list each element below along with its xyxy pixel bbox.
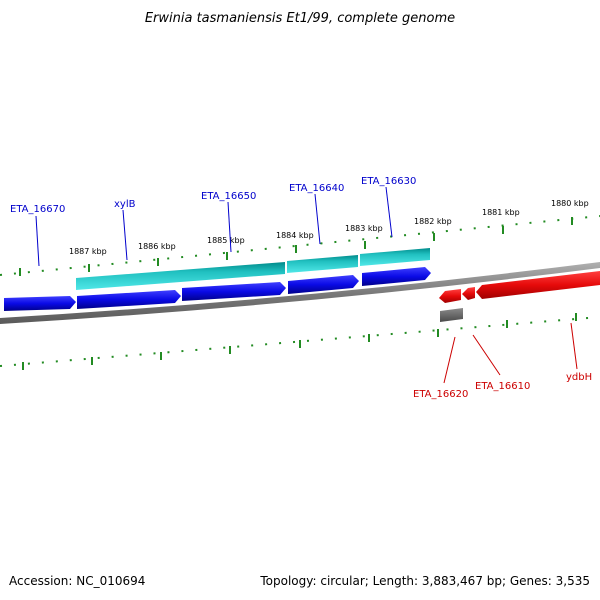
- forward-genes: [4, 267, 431, 311]
- tick-label-1887: 1887 kbp: [69, 247, 107, 256]
- tick-label-1886: 1886 kbp: [138, 242, 176, 251]
- upper-major-ticks: [19, 217, 573, 276]
- reverse-genes: [439, 271, 600, 322]
- cds-feature-xylb[interactable]: [76, 262, 285, 290]
- gene-eta-16670[interactable]: [4, 296, 76, 311]
- scale-labels: 1887 kbp 1886 kbp 1885 kbp 1884 kbp 1883…: [69, 199, 589, 256]
- tick-label-1881: 1881 kbp: [482, 208, 520, 217]
- gene-eta-16630[interactable]: [362, 267, 431, 286]
- gene-label-eta-16650[interactable]: ETA_16650: [201, 191, 256, 202]
- tick-label-1883: 1883 kbp: [345, 224, 383, 233]
- gene-label-eta-16610[interactable]: ETA_16610: [475, 381, 530, 392]
- cds-feature-eta-16640[interactable]: [287, 255, 358, 273]
- gene-eta-16640[interactable]: [288, 275, 359, 294]
- cds-feature-eta-16630[interactable]: [360, 248, 430, 266]
- lower-major-ticks: [22, 313, 577, 370]
- gene-labels: ETA_16670 xylB ETA_16650 ETA_16640 ETA_1…: [10, 176, 592, 400]
- cds-features: [76, 248, 430, 290]
- gene-label-eta-16620[interactable]: ETA_16620: [413, 389, 468, 400]
- tick-label-1884: 1884 kbp: [276, 231, 314, 240]
- gene-ydbh[interactable]: [476, 271, 600, 299]
- pseudogene-eta-16620[interactable]: [440, 308, 463, 322]
- gene-xylb[interactable]: [77, 290, 181, 309]
- accession-text: Accession: NC_010694: [9, 574, 146, 588]
- gene-label-eta-16630[interactable]: ETA_16630: [361, 176, 416, 187]
- gene-label-eta-16640[interactable]: ETA_16640: [289, 183, 344, 194]
- gene-eta-16610[interactable]: [462, 287, 475, 300]
- genome-summary-text: Topology: circular; Length: 3,883,467 bp…: [260, 574, 590, 588]
- genome-backbone: [0, 262, 600, 324]
- gene-label-xylb[interactable]: xylB: [114, 199, 136, 210]
- gene-label-eta-16670[interactable]: ETA_16670: [10, 204, 65, 215]
- gene-eta-16620[interactable]: [439, 289, 461, 303]
- tick-label-1885: 1885 kbp: [207, 236, 245, 245]
- map-title: Erwinia tasmaniensis Et1/99, complete ge…: [145, 11, 455, 26]
- leader-lines: [35, 186, 578, 384]
- gene-eta-16650[interactable]: [182, 282, 286, 301]
- tick-label-1882: 1882 kbp: [414, 217, 452, 226]
- tick-label-1880: 1880 kbp: [551, 199, 589, 208]
- gene-label-ydbh[interactable]: ydbH: [566, 372, 592, 383]
